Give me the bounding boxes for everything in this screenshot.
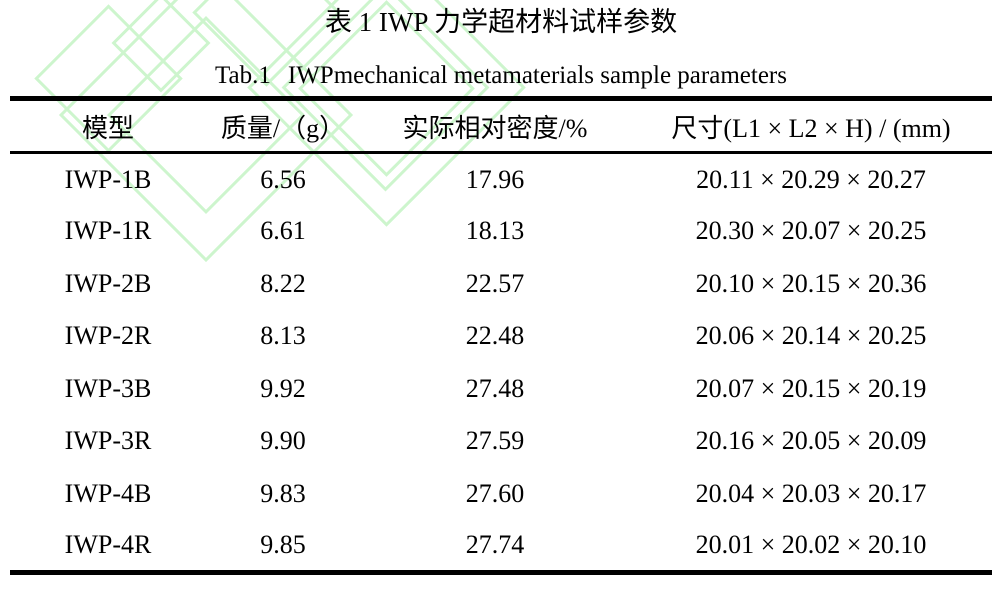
cell-density: 27.48	[465, 373, 525, 403]
table-row: IWP-1R 6.61 18.13 20.30 × 20.07 × 20.25	[10, 205, 992, 258]
table-caption-english: Tab.1 IWPmechanical metamaterials sample…	[0, 60, 1002, 92]
cell-model: IWP-1B	[64, 164, 152, 194]
header-mass: 质量/（g）	[220, 113, 346, 143]
cell-density: 27.74	[465, 530, 525, 559]
cell-mass: 8.22	[260, 268, 306, 298]
table-row: IWP-3R 9.90 27.59 20.16 × 20.05 × 20.09	[10, 415, 992, 468]
cell-model: IWP-3R	[64, 426, 152, 456]
table-body: IWP-1B 6.56 17.96 20.11 × 20.29 × 20.27 IWP-…	[10, 153, 992, 573]
table-row: IWP-4B 9.83 27.60 20.04 × 20.03 × 20.17	[10, 468, 992, 521]
cell-density: 18.13	[465, 216, 525, 246]
cell-mass: 8.13	[260, 321, 306, 351]
table-caption-chinese: 表 1 IWP 力学超材料试样参数	[324, 7, 678, 37]
cell-size: 20.01 × 20.02 × 20.10	[695, 530, 927, 559]
cell-size: 20.06 × 20.14 × 20.25	[695, 321, 927, 351]
table-caption-english-text: IWPmechanical metamaterials sample param…	[287, 62, 787, 89]
cell-model: IWP-3B	[64, 373, 152, 403]
cell-model: IWP-4R	[64, 530, 152, 559]
cell-mass: 9.90	[260, 426, 306, 456]
sample-parameters-table: 模型 质量/（g） 实际相对密度/% 尺寸(L1 × L2 × H) / (mm…	[10, 96, 992, 575]
cell-density: 27.59	[465, 426, 525, 456]
table-caption-english-label: Tab.1	[215, 62, 271, 89]
cell-size: 20.04 × 20.03 × 20.17	[695, 478, 927, 508]
cell-mass: 9.83	[260, 478, 306, 508]
header-model: 模型	[81, 113, 134, 143]
cell-model: IWP-2R	[64, 321, 152, 351]
table-row: IWP-1B 6.56 17.96 20.11 × 20.29 × 20.27	[10, 153, 992, 206]
cell-model: IWP-4B	[64, 478, 152, 508]
cell-density: 17.96	[465, 164, 525, 194]
cell-mass: 6.56	[260, 164, 306, 194]
cell-density: 22.48	[465, 321, 525, 351]
cell-mass: 9.92	[260, 373, 306, 403]
table-header-row: 模型 质量/（g） 实际相对密度/% 尺寸(L1 × L2 × H) / (mm…	[10, 99, 992, 153]
cell-size: 20.11 × 20.29 × 20.27	[696, 164, 926, 194]
table-row: IWP-3B 9.92 27.48 20.07 × 20.15 × 20.19	[10, 363, 992, 416]
table-row: IWP-2B 8.22 22.57 20.10 × 20.15 × 20.36	[10, 258, 992, 311]
cell-density: 22.57	[465, 268, 525, 298]
table-row: IWP-4R 9.85 27.74 20.01 × 20.02 × 20.10	[10, 520, 992, 573]
cell-size: 20.16 × 20.05 × 20.09	[695, 426, 927, 456]
cell-size: 20.30 × 20.07 × 20.25	[695, 216, 927, 246]
cell-model: IWP-1R	[64, 216, 152, 246]
header-density: 实际相对密度/%	[402, 113, 588, 143]
table-row: IWP-2R 8.13 22.48 20.06 × 20.14 × 20.25	[10, 310, 992, 363]
header-size: 尺寸(L1 × L2 × H) / (mm)	[671, 113, 951, 143]
cell-density: 27.60	[465, 478, 525, 508]
cell-size: 20.10 × 20.15 × 20.36	[695, 268, 927, 298]
cell-model: IWP-2B	[64, 268, 152, 298]
table-header: 模型 质量/（g） 实际相对密度/% 尺寸(L1 × L2 × H) / (mm…	[10, 99, 992, 153]
cell-size: 20.07 × 20.15 × 20.19	[695, 373, 927, 403]
cell-mass: 6.61	[260, 216, 306, 246]
cell-mass: 9.85	[260, 530, 306, 559]
